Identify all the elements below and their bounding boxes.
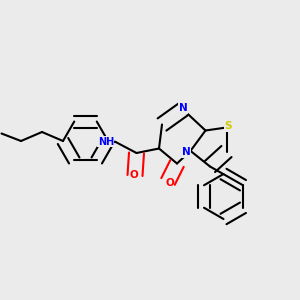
Text: N: N <box>182 147 190 158</box>
Text: O: O <box>165 178 174 188</box>
Text: N: N <box>178 103 188 113</box>
Text: NH: NH <box>98 137 114 147</box>
Text: O: O <box>129 170 138 181</box>
Text: S: S <box>224 121 232 131</box>
